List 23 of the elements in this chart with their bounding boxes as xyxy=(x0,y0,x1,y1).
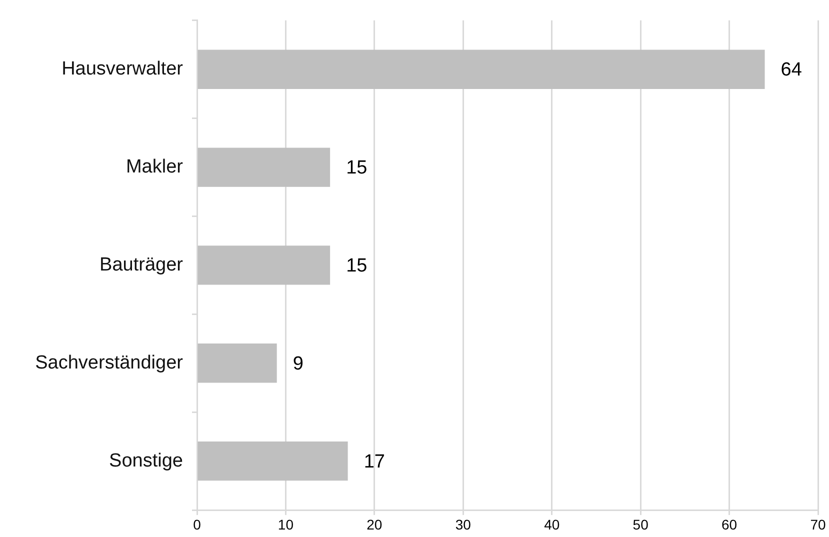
y-tick-label: Hausverwalter xyxy=(62,58,184,80)
y-tick-label: Bauträger xyxy=(100,254,184,276)
data-label: 17 xyxy=(364,451,385,472)
data-label: 15 xyxy=(346,255,368,276)
bar xyxy=(198,148,330,187)
bar xyxy=(198,50,765,89)
x-tick-label: 10 xyxy=(278,516,294,532)
bar xyxy=(198,246,330,285)
x-tick-label: 60 xyxy=(721,516,738,532)
x-tick-label: 0 xyxy=(193,516,202,532)
x-tick-label: 40 xyxy=(544,516,560,532)
data-label: 15 xyxy=(346,158,368,179)
data-label: 9 xyxy=(292,353,304,374)
x-tick-label: 70 xyxy=(810,516,826,532)
y-tick-label: Sachverständiger xyxy=(35,352,184,374)
x-tick-label: 30 xyxy=(455,516,472,532)
data-label: 64 xyxy=(780,60,802,81)
bar xyxy=(198,441,348,481)
y-tick-label: Sonstige xyxy=(109,450,183,472)
bar xyxy=(198,344,277,383)
x-tick-label: 20 xyxy=(366,516,382,532)
x-tick-label: 50 xyxy=(632,516,649,532)
y-tick-label: Makler xyxy=(126,156,184,178)
